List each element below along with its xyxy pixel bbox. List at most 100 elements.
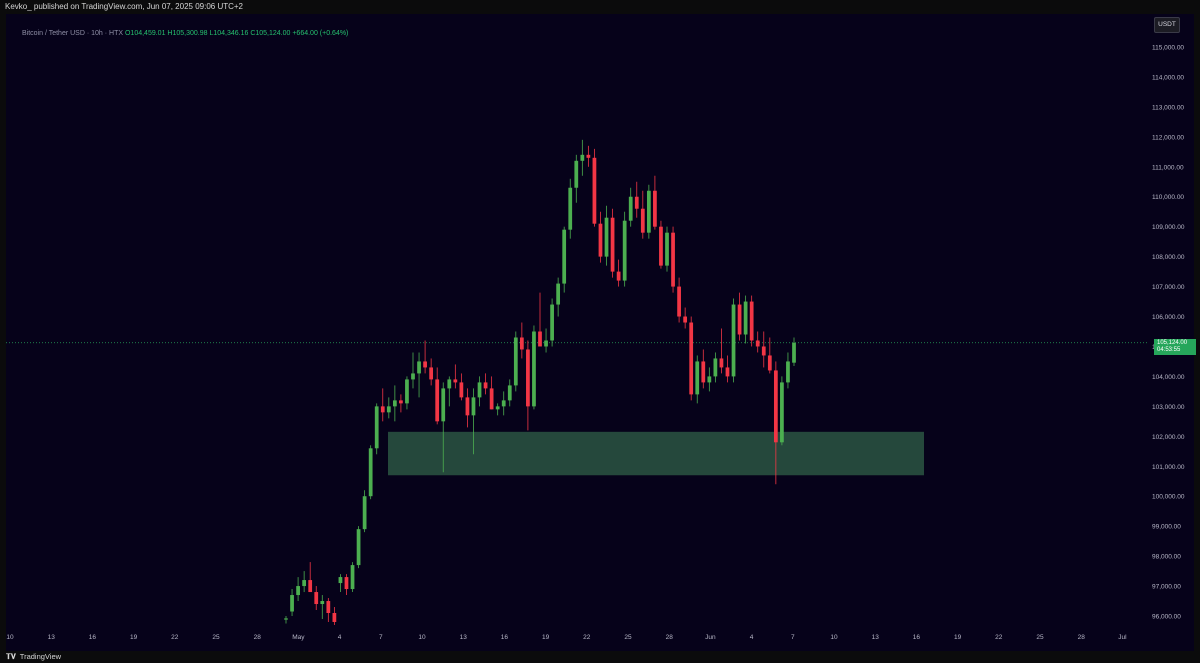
candle-body (725, 367, 730, 377)
candle (338, 574, 343, 593)
time-tick-label: 4 (338, 634, 342, 641)
candle-body (671, 232, 675, 287)
candle (574, 154, 579, 203)
candle-body (477, 382, 482, 398)
support-zone-rectangle[interactable] (388, 431, 924, 476)
candle-body (447, 379, 452, 389)
candle (586, 145, 591, 167)
candle (671, 226, 675, 293)
time-tick-label: 22 (995, 634, 1003, 641)
price-tick-label: 112,000.00 (1152, 134, 1184, 141)
time-tick-label: 19 (954, 634, 962, 641)
candle-body (374, 406, 379, 449)
candle (507, 379, 512, 407)
candle (423, 340, 427, 374)
price-tick-label: 107,000.00 (1152, 284, 1185, 291)
price-chart[interactable]: 115,000.00 114,000.00 113,000.00 112,000.00… (6, 14, 1194, 651)
candle (314, 586, 319, 611)
candle (368, 445, 373, 500)
candle-body (640, 208, 645, 233)
candle-body (417, 361, 421, 374)
candle-body (356, 529, 361, 566)
candle-body (290, 595, 294, 612)
candle (792, 337, 796, 367)
candle (489, 376, 494, 410)
candle-body (507, 385, 512, 401)
symbol-title: Bitcoin / Tether USD · 10h · HTX (22, 30, 124, 37)
time-tick-label: Jun (705, 634, 716, 641)
candle (689, 316, 694, 401)
candle (296, 577, 300, 602)
candle-body (501, 400, 506, 407)
time-tick-label: 28 (1078, 634, 1086, 641)
candle-body (344, 577, 349, 590)
ohlc-values: O104,459.01 H105,300.98 L104,346.16 C105… (124, 30, 349, 37)
price-tick-label: 115,000.00 (1152, 45, 1184, 52)
candle (665, 226, 669, 272)
candle (332, 607, 337, 625)
time-tick-label: 13 (872, 634, 880, 641)
candle-body (592, 157, 597, 224)
candle (356, 526, 361, 569)
candle-body (731, 304, 736, 377)
candle-body (767, 355, 772, 371)
time-tick-label: May (292, 634, 305, 641)
candle-body (628, 196, 633, 221)
candle (477, 376, 482, 407)
candle (453, 364, 458, 389)
candle-body (544, 340, 548, 347)
candle (580, 139, 585, 176)
publish-info-bar: Kevko_ published on TradingView.com, Jun… (0, 0, 1200, 14)
candle (538, 292, 542, 347)
candle (380, 388, 385, 422)
candle-body (568, 187, 573, 230)
symbol-legend: Bitcoin / Tether USD · 10h · HTX O104,45… (22, 30, 348, 37)
time-tick-label: 7 (379, 634, 383, 641)
candle-body (513, 337, 518, 386)
candle (653, 175, 657, 230)
candle (786, 352, 790, 389)
candle (447, 376, 452, 407)
time-tick-label: 25 (624, 634, 632, 641)
time-tick-label: 13 (460, 634, 468, 641)
candle (429, 358, 434, 386)
candle (362, 490, 367, 533)
candle-body (532, 331, 536, 407)
price-tick-label: 100,000.00 (1152, 494, 1185, 501)
price-tick-label: 111,000.00 (1152, 164, 1184, 171)
candle-body (761, 346, 766, 356)
candle-body (526, 349, 530, 407)
candle-body (616, 271, 621, 281)
price-tick-label: 98,000.00 (1152, 554, 1181, 561)
candle-body (580, 154, 585, 161)
quote-currency-button[interactable]: USDT (1154, 17, 1180, 33)
candle-body (519, 337, 524, 350)
candle-body (320, 601, 325, 605)
tradingview-logo[interactable]: 𝐓𝐕 TradingView (6, 652, 61, 662)
candle-body (338, 577, 343, 584)
time-tick-label: 10 (6, 634, 14, 641)
candle-body (332, 613, 337, 622)
time-tick-label: 10 (418, 634, 426, 641)
candle-body (646, 190, 651, 233)
candle (290, 589, 294, 616)
candle (526, 340, 530, 431)
time-tick-label: 16 (913, 634, 921, 641)
price-tick-label: 104,000.00 (1152, 374, 1185, 381)
candle-body (707, 376, 712, 383)
candle (519, 322, 524, 359)
chart-pane[interactable]: 115,000.00 114,000.00 113,000.00 112,000.00… (6, 14, 1194, 651)
candle (707, 367, 712, 392)
candle-body (550, 304, 554, 341)
time-tick-label: 28 (254, 634, 262, 641)
candle (344, 574, 349, 596)
candle-body (780, 382, 784, 443)
candle-body (713, 358, 718, 377)
time-tick-label: 10 (830, 634, 838, 641)
time-tick-label: 19 (130, 634, 138, 641)
bar-countdown: 04:53:55 (1157, 347, 1181, 353)
candle-body (368, 448, 373, 497)
candle (513, 331, 518, 392)
candle-body (719, 358, 724, 368)
